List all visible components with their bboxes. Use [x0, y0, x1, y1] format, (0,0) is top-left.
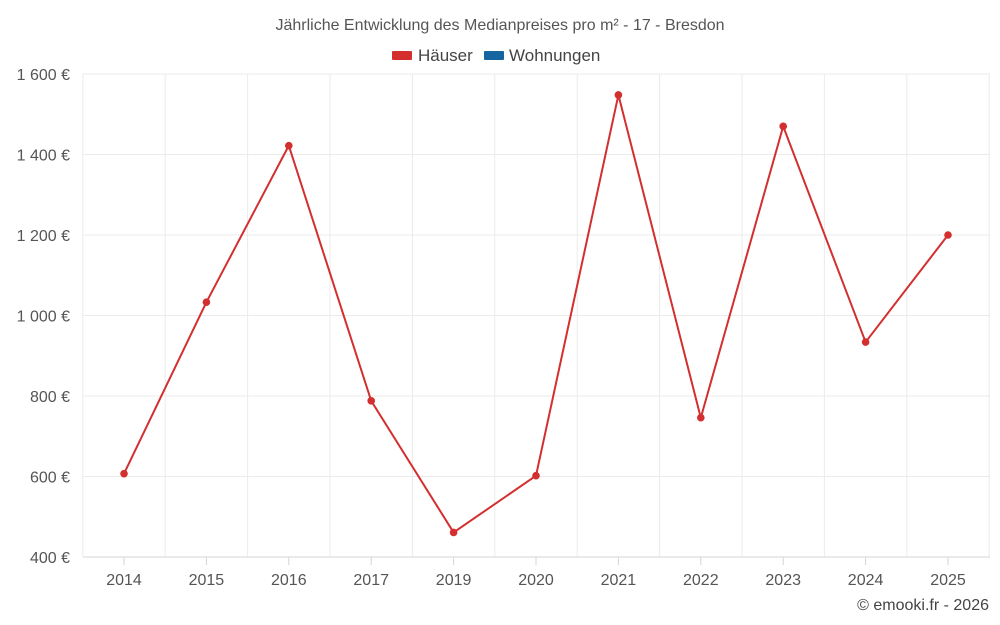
x-tick-label: 2017	[353, 572, 389, 589]
data-point[interactable]	[449, 528, 458, 537]
data-point[interactable]	[285, 141, 293, 150]
legend-item-haeuser[interactable]: Häuser	[392, 46, 473, 65]
x-tick-label: 2023	[765, 572, 801, 589]
y-tick-label: 600 €	[30, 470, 70, 487]
x-tick-label: 2020	[518, 572, 554, 589]
y-tick-label: 400 €	[30, 550, 70, 567]
data-point[interactable]	[202, 298, 211, 307]
legend-label-haeuser: Häuser	[418, 46, 473, 65]
y-axis-ticks: 400 € 600 € 800 € 1 000 € 1 200 € 1 400 € 1 60…	[17, 67, 70, 567]
x-tick-label: 2019	[436, 572, 472, 589]
legend-swatch-wohnungen	[484, 51, 504, 60]
series-points	[120, 91, 952, 537]
data-point[interactable]	[697, 413, 705, 422]
x-tick-label: 2016	[271, 572, 307, 589]
data-point[interactable]	[614, 91, 623, 99]
x-tick-label: 2025	[930, 572, 966, 589]
data-point[interactable]	[120, 469, 128, 478]
chart-title: Jährliche Entwicklung des Medianpreises …	[275, 17, 724, 34]
credit-text: © emooki.fr - 2026	[857, 597, 989, 614]
data-point[interactable]	[532, 471, 540, 480]
x-axis-ticks: 2014 2015 2016 2017 2019 2020 2021 2022 2023 2024…	[106, 557, 966, 589]
legend-label-wohnungen: Wohnungen	[509, 46, 600, 65]
x-tick-label: 2021	[601, 572, 637, 589]
x-tick-label: 2024	[848, 572, 884, 589]
y-tick-label: 1 600 €	[17, 67, 70, 84]
legend: Häuser Wohnungen	[392, 46, 600, 65]
y-tick-label: 1 200 €	[17, 228, 70, 245]
y-tick-label: 800 €	[30, 389, 70, 406]
y-tick-label: 1 000 €	[17, 309, 70, 326]
x-tick-label: 2022	[683, 572, 719, 589]
x-tick-label: 2015	[189, 572, 225, 589]
data-point[interactable]	[367, 397, 376, 405]
data-point[interactable]	[861, 338, 870, 346]
legend-item-wohnungen[interactable]: Wohnungen	[484, 46, 600, 65]
data-point[interactable]	[944, 231, 952, 239]
x-tick-label: 2014	[106, 572, 142, 589]
data-point[interactable]	[779, 122, 787, 131]
legend-swatch-haeuser	[392, 51, 412, 60]
y-tick-label: 1 400 €	[17, 148, 70, 165]
grid	[82, 73, 990, 557]
